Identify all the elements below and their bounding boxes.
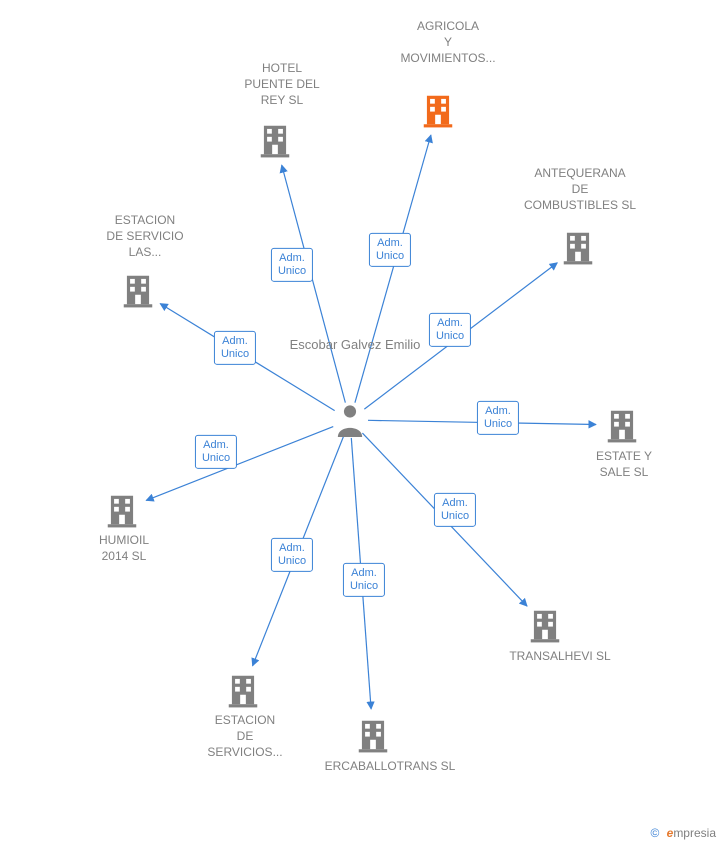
- person-icon[interactable]: [335, 403, 365, 437]
- edge-label: Adm. Unico: [195, 435, 237, 469]
- building-icon[interactable]: [103, 491, 141, 529]
- footer-attribution: © empresia: [650, 826, 716, 840]
- edge-label: Adm. Unico: [214, 331, 256, 365]
- brand-rest: mpresia: [673, 826, 716, 840]
- building-icon[interactable]: [419, 91, 457, 129]
- building-icon[interactable]: [119, 271, 157, 309]
- building-icon[interactable]: [603, 406, 641, 444]
- edge-label: Adm. Unico: [369, 233, 411, 267]
- edge-label: Adm. Unico: [271, 248, 313, 282]
- center-node-label: Escobar Galvez Emilio: [290, 337, 421, 354]
- edge-label: Adm. Unico: [271, 538, 313, 572]
- building-icon[interactable]: [256, 121, 294, 159]
- edge-line: [355, 135, 431, 403]
- edge-line: [146, 427, 333, 501]
- building-icon[interactable]: [224, 671, 262, 709]
- building-icon[interactable]: [526, 606, 564, 644]
- copyright-symbol: ©: [650, 826, 659, 840]
- building-icon[interactable]: [354, 716, 392, 754]
- edge-line: [282, 165, 346, 402]
- edge-label: Adm. Unico: [343, 563, 385, 597]
- edge-label: Adm. Unico: [477, 401, 519, 435]
- building-icon[interactable]: [559, 228, 597, 266]
- edge-label: Adm. Unico: [429, 313, 471, 347]
- edge-label: Adm. Unico: [434, 493, 476, 527]
